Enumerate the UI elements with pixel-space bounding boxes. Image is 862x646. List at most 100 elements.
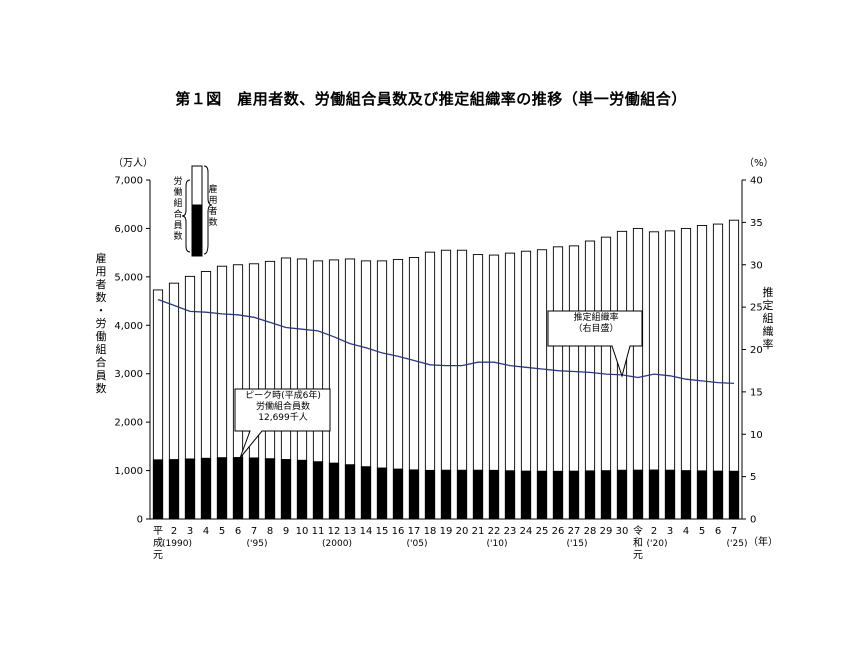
members-bar [216,457,228,520]
right-tick-label: 25 [750,303,763,314]
rate-line [157,298,735,385]
peak-callout-line1: ピーク時(平成6年) [245,391,321,401]
legend-label-employees: 雇用者数 [207,185,219,229]
members-bar [280,459,292,520]
x-tick-label: 5 [699,526,705,537]
y-axis-right-title-char: 組 [762,312,774,325]
members-bar [568,470,580,520]
y-axis-left-title-char: 数 [95,382,107,395]
x-tick-label: 10 [296,526,309,537]
members-bar [648,469,660,520]
x-tick-label: 19 [440,526,453,537]
members-bar [632,469,644,520]
x-tick-label: 6 [235,526,241,537]
legend-label-members-char: 労 [173,177,183,187]
y-axis-right-title: 推定組織率 [760,286,776,351]
rate-callout-line1: 推定組織率 [573,313,619,323]
x-tick-label: 5 [219,526,225,537]
x-tick-label: 令 [633,524,643,537]
legend-label-members: 労働組合員数 [172,177,184,243]
x-sub-label: (2000) [322,539,352,549]
y-axis-right-title-char: 推 [762,286,774,299]
left-tick-label: 4,000 [114,321,143,332]
members-bar [552,470,564,520]
legend-label-members-char: 員 [173,221,183,231]
x-sub-label: ('95) [247,539,268,549]
x-tick-label: 17 [408,526,421,537]
x-tick-label: 元 [633,550,643,561]
members-bar [456,469,468,520]
right-tick-label: 30 [750,260,763,271]
x-tick-label: 24 [520,526,533,537]
x-tick-label: 4 [683,526,689,537]
members-bar [200,457,212,520]
x-tick-label: 元 [153,550,163,561]
left-tick-label: 6,000 [114,224,143,235]
y-axis-left-title-char: 組 [95,343,107,356]
members-bar [616,469,628,520]
members-bar [472,469,484,520]
legend-brace-employees [203,165,213,255]
members-bar [696,470,708,520]
x-tick-label: 20 [456,526,469,537]
x-tick-label: 29 [600,526,613,537]
x-tick-label: 2 [651,526,657,537]
members-bar [328,462,340,520]
y-axis-left-title-char: 者 [95,278,107,291]
x-tick-label: 和 [633,537,643,549]
y-axis-left-title-char: ・ [95,304,107,317]
members-bar [600,470,612,520]
x-tick-label: 3 [667,526,673,537]
members-bar [344,464,356,520]
members-bar [376,467,388,520]
x-tick-label: 9 [283,526,289,537]
x-tick-label: 12 [328,526,341,537]
x-tick-label: 4 [203,526,209,537]
x-tick-label: 平 [153,526,163,537]
x-tick-label: 30 [616,526,629,537]
left-tick-label: 0 [137,515,143,526]
members-bar [152,459,164,520]
right-unit-label: （%） [744,157,774,169]
legend-label-members-char: 数 [173,232,183,242]
x-sub-label: ('15) [567,539,588,549]
x-tick-label: 18 [424,526,437,537]
x-tick-label: 22 [488,526,501,537]
members-bar [584,470,596,520]
members-bar [488,469,500,520]
right-tick-label: 10 [750,430,763,441]
x-unit-label: （年） [748,535,778,548]
y-axis-right-title-char: 織 [762,325,774,338]
members-bar [520,470,532,520]
x-tick-label: 16 [392,526,405,537]
left-tick-label: 1,000 [114,466,143,477]
members-bar [312,461,324,520]
members-bar [536,470,548,520]
y-axis-left-title-char: 働 [95,330,107,343]
x-sub-label: ('25) [727,539,748,549]
right-tick-label: 20 [750,345,763,356]
left-tick-label: 7,000 [114,176,143,187]
x-tick-label: 6 [715,526,721,537]
members-bar [712,470,724,520]
x-tick-label: 2 [171,526,177,537]
members-bar [664,469,676,520]
rate-callout: 推定組織率 （右目盛） [550,313,642,335]
x-tick-label: 23 [504,526,517,537]
x-tick-label: 13 [344,526,357,537]
x-sub-label: ('05) [407,539,428,549]
x-tick-label: 8 [267,526,273,537]
legend-brace-members [181,179,191,253]
y-axis-left-title-char: 合 [95,356,107,369]
legend-label-employees-char: 者 [208,207,218,217]
x-tick-label: 27 [568,526,581,537]
x-tick-label: 14 [360,526,373,537]
x-tick-label: 25 [536,526,549,537]
rate-callout-box [547,310,643,378]
right-tick-label: 0 [750,515,756,526]
x-tick-label: 15 [376,526,389,537]
x-sub-label: (1990) [162,539,192,549]
left-tick-label: 5,000 [114,272,143,283]
peak-callout-box [234,388,331,459]
members-bar [296,459,308,520]
